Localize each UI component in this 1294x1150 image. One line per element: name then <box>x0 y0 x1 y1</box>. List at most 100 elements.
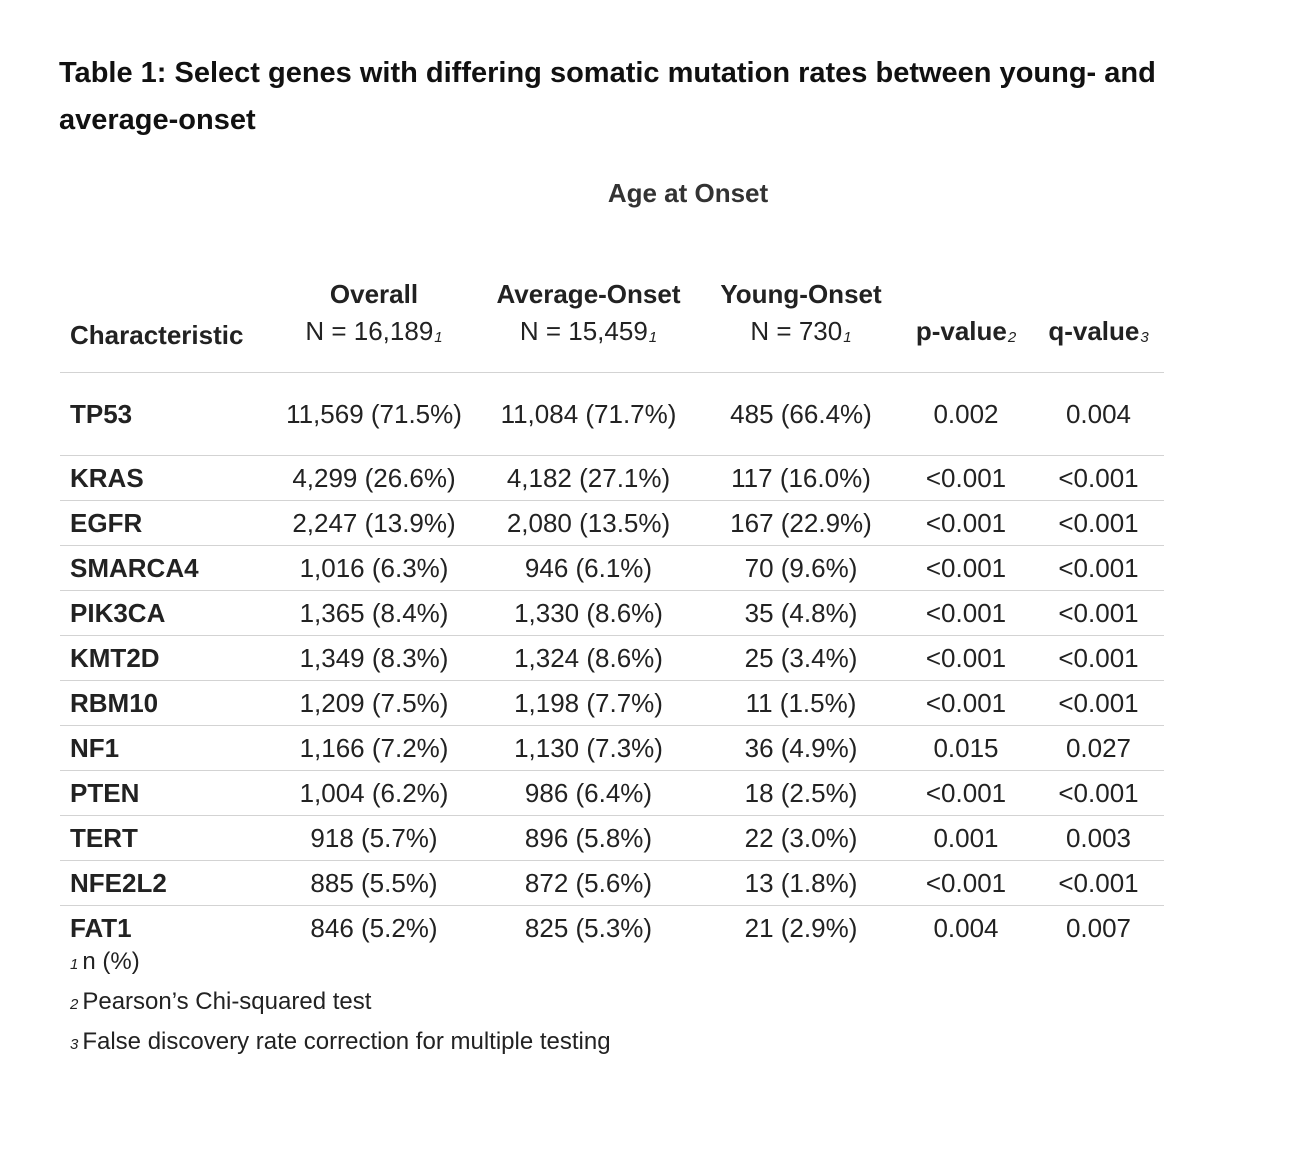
cell-young-onset: 25 (3.4%) <box>703 635 899 681</box>
table-body: TP53 11,569 (71.5%) 11,084 (71.7%) 485 (… <box>60 372 1164 950</box>
table-row: TERT 918 (5.7%) 896 (5.8%) 22 (3.0%) 0.0… <box>60 815 1164 861</box>
cell-p-value: <0.001 <box>899 635 1033 681</box>
cell-gene: KMT2D <box>60 635 274 681</box>
footnote: 2 Pearson’s Chi-squared test <box>70 982 611 1022</box>
table-row: KRAS 4,299 (26.6%) 4,182 (27.1%) 117 (16… <box>60 455 1164 501</box>
cell-average-onset: 1,324 (8.6%) <box>474 635 703 681</box>
cell-q-value: <0.001 <box>1033 770 1164 816</box>
cell-gene: RBM10 <box>60 680 274 726</box>
footnote-mark: 2 <box>70 996 79 1013</box>
cell-p-value: <0.001 <box>899 455 1033 501</box>
cell-gene: EGFR <box>60 500 274 546</box>
header-average-onset-n: N = 15,459 <box>519 316 648 346</box>
cell-overall: 1,016 (6.3%) <box>274 545 474 591</box>
cell-young-onset: 167 (22.9%) <box>703 500 899 546</box>
footnote: 3 False discovery rate correction for mul… <box>70 1022 611 1062</box>
footnote-mark: 1 <box>434 329 443 346</box>
footnote-mark: 1 <box>843 329 852 346</box>
cell-p-value: 0.001 <box>899 815 1033 861</box>
header-p-value: p-value2 <box>899 276 1033 373</box>
footnote-mark: 3 <box>1140 329 1149 346</box>
column-spanner-age-at-onset: Age at Onset <box>607 178 769 208</box>
cell-q-value: 0.027 <box>1033 725 1164 771</box>
header-overall-n: N = 16,189 <box>305 316 434 346</box>
cell-average-onset: 1,198 (7.7%) <box>474 680 703 726</box>
cell-q-value: 0.003 <box>1033 815 1164 861</box>
cell-q-value: 0.007 <box>1033 905 1164 950</box>
cell-overall: 918 (5.7%) <box>274 815 474 861</box>
header-overall: Overall N = 16,1891 <box>274 276 474 373</box>
footnote-mark: 1 <box>70 956 79 973</box>
table-title: Table 1: Select genes with differing som… <box>59 57 1156 136</box>
cell-q-value: 0.004 <box>1033 372 1164 456</box>
cell-overall: 4,299 (26.6%) <box>274 455 474 501</box>
header-row: Characteristic Overall N = 16,1891 Avera… <box>60 276 1164 373</box>
cell-young-onset: 18 (2.5%) <box>703 770 899 816</box>
cell-young-onset: 485 (66.4%) <box>703 372 899 456</box>
table-row: RBM10 1,209 (7.5%) 1,198 (7.7%) 11 (1.5%… <box>60 680 1164 726</box>
cell-gene: TP53 <box>60 372 274 456</box>
cell-young-onset: 13 (1.8%) <box>703 860 899 906</box>
cell-young-onset: 22 (3.0%) <box>703 815 899 861</box>
cell-p-value: <0.001 <box>899 590 1033 636</box>
cell-p-value: <0.001 <box>899 545 1033 591</box>
cell-average-onset: 872 (5.6%) <box>474 860 703 906</box>
cell-average-onset: 11,084 (71.7%) <box>474 372 703 456</box>
header-q-value-label: q-value <box>1048 316 1140 346</box>
cell-p-value: <0.001 <box>899 860 1033 906</box>
cell-p-value: 0.002 <box>899 372 1033 456</box>
cell-gene: NFE2L2 <box>60 860 274 906</box>
header-q-value: q-value3 <box>1033 276 1164 373</box>
cell-average-onset: 825 (5.3%) <box>474 905 703 950</box>
header-characteristic: Characteristic <box>70 320 244 350</box>
footnote-text: n (%) <box>82 948 140 975</box>
cell-q-value: <0.001 <box>1033 545 1164 591</box>
cell-q-value: <0.001 <box>1033 590 1164 636</box>
cell-young-onset: 11 (1.5%) <box>703 680 899 726</box>
cell-young-onset: 21 (2.9%) <box>703 905 899 950</box>
cell-average-onset: 4,182 (27.1%) <box>474 455 703 501</box>
cell-overall: 11,569 (71.5%) <box>274 372 474 456</box>
cell-overall: 1,365 (8.4%) <box>274 590 474 636</box>
cell-gene: TERT <box>60 815 274 861</box>
cell-gene: FAT1 <box>60 905 274 950</box>
cell-gene: PTEN <box>60 770 274 816</box>
cell-p-value: <0.001 <box>899 500 1033 546</box>
table-row: PTEN 1,004 (6.2%) 986 (6.4%) 18 (2.5%) <… <box>60 770 1164 816</box>
footnote-text: Pearson’s Chi-squared test <box>82 988 372 1015</box>
cell-average-onset: 2,080 (13.5%) <box>474 500 703 546</box>
cell-gene: SMARCA4 <box>60 545 274 591</box>
cell-q-value: <0.001 <box>1033 860 1164 906</box>
cell-q-value: <0.001 <box>1033 500 1164 546</box>
cell-average-onset: 986 (6.4%) <box>474 770 703 816</box>
table-row: SMARCA4 1,016 (6.3%) 946 (6.1%) 70 (9.6%… <box>60 545 1164 591</box>
cell-p-value: <0.001 <box>899 770 1033 816</box>
header-young-onset-n: N = 730 <box>750 316 843 346</box>
cell-overall: 1,166 (7.2%) <box>274 725 474 771</box>
cell-q-value: <0.001 <box>1033 455 1164 501</box>
table-row: NFE2L2 885 (5.5%) 872 (5.6%) 13 (1.8%) <… <box>60 860 1164 906</box>
cell-average-onset: 896 (5.8%) <box>474 815 703 861</box>
cell-q-value: <0.001 <box>1033 635 1164 681</box>
header-average-onset: Average-Onset N = 15,4591 <box>474 276 703 373</box>
cell-overall: 1,349 (8.3%) <box>274 635 474 681</box>
footnote-text: False discovery rate correction for mult… <box>82 1028 611 1055</box>
cell-p-value: 0.004 <box>899 905 1033 950</box>
footnote-mark: 3 <box>70 1036 79 1053</box>
cell-p-value: <0.001 <box>899 680 1033 726</box>
cell-overall: 1,209 (7.5%) <box>274 680 474 726</box>
cell-overall: 2,247 (13.9%) <box>274 500 474 546</box>
cell-gene: NF1 <box>60 725 274 771</box>
cell-gene: PIK3CA <box>60 590 274 636</box>
cell-average-onset: 1,130 (7.3%) <box>474 725 703 771</box>
cell-overall: 1,004 (6.2%) <box>274 770 474 816</box>
table-row: EGFR 2,247 (13.9%) 2,080 (13.5%) 167 (22… <box>60 500 1164 546</box>
header-average-onset-label: Average-Onset <box>496 279 681 309</box>
header-overall-label: Overall <box>329 279 419 309</box>
table-row: KMT2D 1,349 (8.3%) 1,324 (8.6%) 25 (3.4%… <box>60 635 1164 681</box>
cell-p-value: 0.015 <box>899 725 1033 771</box>
cell-average-onset: 1,330 (8.6%) <box>474 590 703 636</box>
footnote-mark: 1 <box>648 329 658 346</box>
